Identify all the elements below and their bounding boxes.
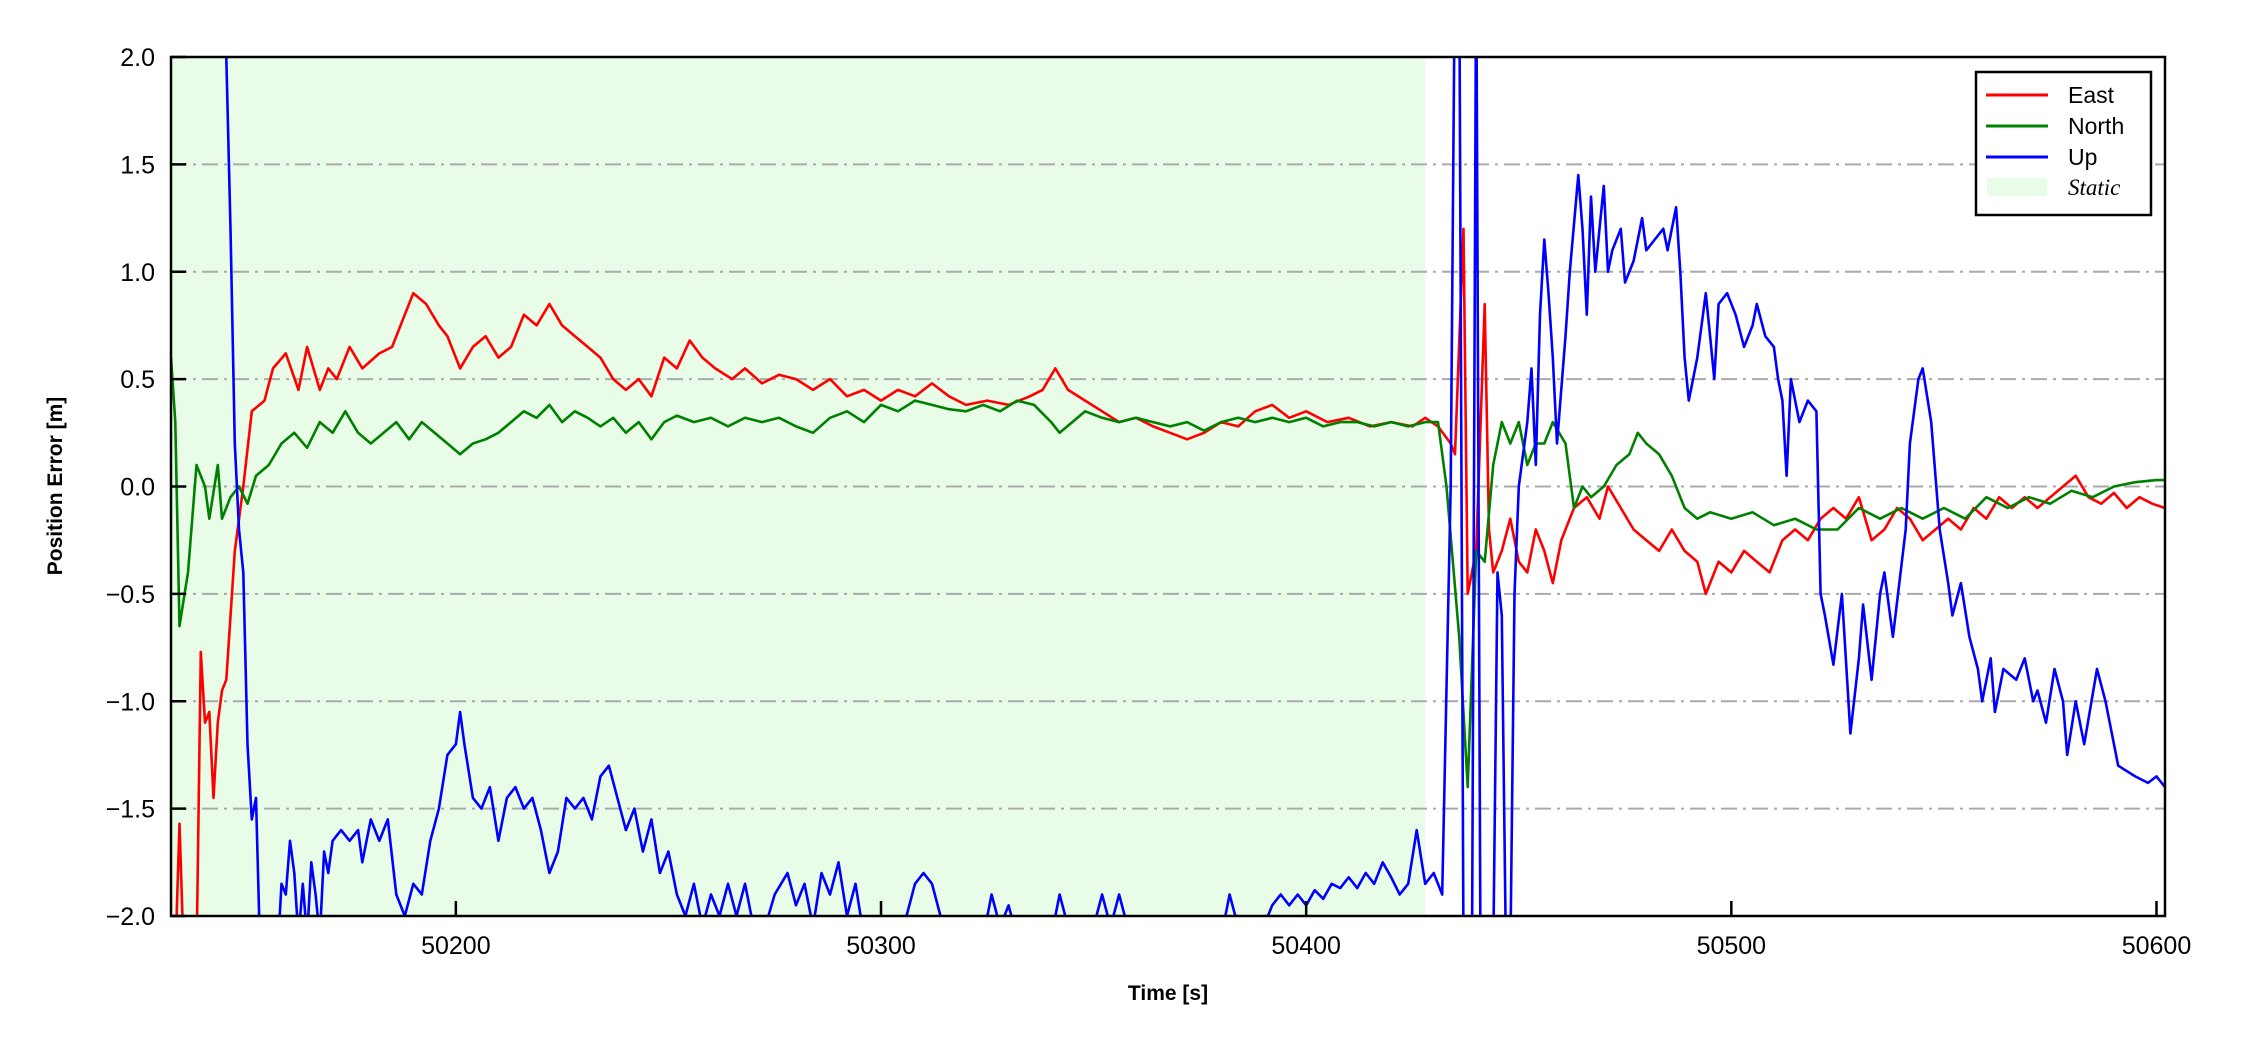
legend-up-label: Up <box>2068 144 2097 170</box>
y-tick-label: 2.0 <box>120 44 155 72</box>
y-tick-label: 0.5 <box>120 366 155 394</box>
grid-lines <box>171 163 2165 810</box>
axis-ticks: −2.0 −1.5 −1.0 −0.5 0.0 0.5 1.0 1.5 2.0 50200 5030… <box>106 44 2192 960</box>
y-axis-label: Position Error [m] <box>44 397 67 576</box>
y-tick-label: −2.0 <box>106 903 155 931</box>
y-tick-label: −1.5 <box>106 796 155 824</box>
y-tick-label: 0.0 <box>120 474 155 502</box>
y-tick-label: 1.5 <box>120 151 155 179</box>
x-tick-label: 50200 <box>421 932 491 960</box>
series-line-up <box>224 57 2165 916</box>
x-tick-label: 50300 <box>846 932 916 960</box>
series-line-east <box>175 227 2165 916</box>
legend-east-label: East <box>2068 82 2115 108</box>
series-lines <box>171 57 2165 916</box>
x-tick-label: 50600 <box>2122 932 2192 960</box>
x-axis-label: Time [s] <box>1128 982 1208 1005</box>
legend-static-swatch <box>1987 178 2047 196</box>
y-tick-label: 1.0 <box>120 259 155 287</box>
y-tick-label: −1.0 <box>106 688 155 716</box>
y-tick-label: −0.5 <box>106 581 155 609</box>
legend-north-label: North <box>2068 113 2124 139</box>
legend: East North Up Static <box>1974 70 2153 217</box>
legend-static-label: Static <box>2068 175 2120 200</box>
series-line-north <box>171 357 2165 789</box>
x-tick-label: 50500 <box>1697 932 1767 960</box>
x-tick-label: 50400 <box>1271 932 1341 960</box>
